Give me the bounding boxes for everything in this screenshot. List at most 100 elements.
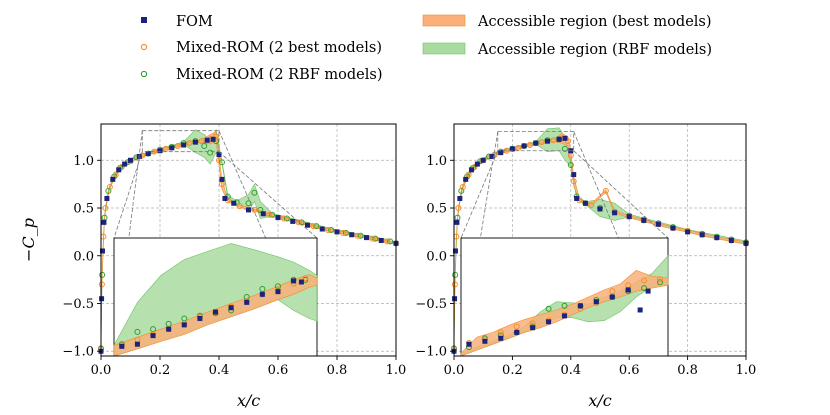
x-tick-label: 0.2 [502,363,523,378]
fom-point [670,225,676,231]
legend-band-rbf-swatch [422,42,466,55]
inset-rom-rbf-point [274,283,281,290]
fom-point [145,151,151,157]
rom-rbf-point [328,226,335,233]
fom-point [349,232,355,238]
legend: FOM Mixed-ROM (2 best models) Mixed-ROM … [140,14,712,83]
fom-point [469,167,475,173]
rom-best-point [564,138,571,145]
inset-fom-point [134,341,140,347]
x-tick-label: 0.6 [268,363,289,378]
rom-best-point [98,281,105,288]
zoom-region-box [141,130,220,153]
rom-rbf-point [283,215,290,222]
fom-point [641,217,647,223]
y-tick-label: 1.0 [426,154,447,169]
rom-best-point [550,137,557,144]
rom-best-point [213,133,220,140]
inset-rom-rbf-point [561,302,568,309]
rom-best-point [465,171,472,178]
zoom-region-box [497,131,575,152]
fom-point [181,142,187,148]
x-axis-label: x/c [237,391,260,410]
fom-point [463,176,469,182]
fom-point [454,219,460,225]
fom-point [699,232,705,238]
rom-rbf-point [251,189,258,196]
fom-point [489,153,495,159]
rom-best-point [354,232,361,239]
inset-fom-point [275,289,281,295]
zoom-connector [573,150,669,239]
rom-rbf-point [561,145,568,152]
fom-point [582,200,588,206]
inset-fom-point [645,288,651,294]
fom-point [457,195,463,201]
rom-rbf-point [269,211,276,218]
inset-rom-rbf-point [545,305,552,312]
fom-point [364,235,369,241]
rom-rbf-point [218,159,225,166]
fom-point [334,229,340,235]
fom-point [305,222,310,228]
rom-rbf-point [342,229,349,236]
y-tick-label: 0.0 [73,249,94,264]
rom-best-point [118,163,125,170]
fom-point [498,150,504,156]
fom-point [128,157,133,163]
fom-point [101,219,107,225]
chart-panel-left: 0.0 0.2 0.4 0.6 0.8 1.0 −1.0 −0.5 0.0 0.5 1.0 x/c −C… [19,123,407,410]
rom-best-point [186,140,193,147]
inset-fom-point [228,305,234,311]
fom-point [574,195,580,201]
x-axis-label: x/c [588,391,611,410]
x-tick-label: 0.8 [677,363,698,378]
inset-accessible-region-best [460,270,669,357]
rom-best-point [295,219,302,226]
inset-axes [113,237,318,357]
x-tick-label: 1.0 [736,363,757,378]
rom-best-point [106,184,113,191]
rom-best-point [266,211,273,218]
inset-fom-point [119,343,125,349]
rom-rbf-point [357,232,364,239]
rom-best-point [455,205,462,212]
inset-fom-point [197,315,203,321]
legend-fom-marker [141,17,147,23]
fom-point [122,161,128,167]
fom-point [210,136,216,142]
x-tick-label: 1.0 [386,363,407,378]
fom-point [204,137,210,143]
inset-fom-point [530,325,536,331]
fom-point [452,248,458,254]
inset-rom-rbf-point [134,328,141,335]
fom-point [169,145,175,151]
y-axis-label: −C_p [19,218,38,262]
rom-best-point [471,163,478,170]
y-tick-label: −1.0 [62,345,94,360]
inset-rom-best-point [302,275,309,282]
axes-frame [100,123,397,357]
chart-panel-right: 0.0 0.2 0.4 0.6 0.8 1.0 −1.0 −0.5 0.0 0.5 1.0 x/c [415,123,757,410]
rom-rbf-point [452,271,459,278]
fom-point [378,237,384,243]
fom-point [290,218,296,224]
fom-point [728,237,734,243]
rom-best-point [339,229,346,236]
fom-point [219,176,225,182]
legend-rom-rbf-label: Mixed-ROM (2 RBF models) [176,67,383,83]
y-tick-label: −0.5 [415,297,447,312]
legend-band-best-swatch [422,14,466,27]
rom-best-point [325,226,332,233]
fom-point [544,138,550,144]
inset-axes [460,237,669,357]
x-tick-label: 0.4 [209,363,230,378]
fom-point [99,248,105,254]
y-tick-label: −1.0 [415,345,447,360]
fom-point [157,148,163,154]
fom-point [99,296,105,302]
rom-rbf-point [207,149,214,156]
rom-rbf-point [567,162,574,169]
fom-point [480,157,486,163]
fom-point [110,176,116,182]
